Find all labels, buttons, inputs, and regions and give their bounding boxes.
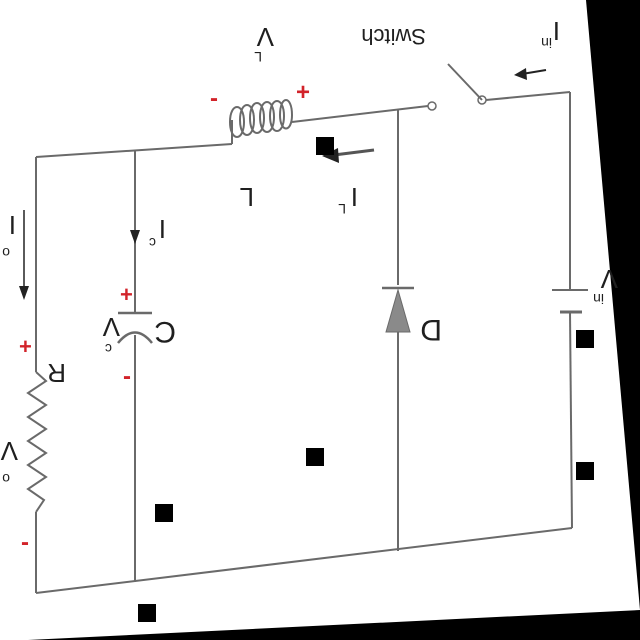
occluder-6 xyxy=(138,604,156,622)
occluder-4 xyxy=(576,462,594,480)
occluder-2 xyxy=(576,330,594,348)
voltage-source-symbol xyxy=(552,289,588,314)
i-o-label: I xyxy=(9,210,16,240)
arrow-i-in xyxy=(514,68,547,80)
wire-top-right xyxy=(485,91,571,101)
v-o-minus: - xyxy=(21,529,29,556)
v-l-label: V xyxy=(256,22,274,52)
arrow-i-l xyxy=(322,148,375,163)
i-in-sub: in xyxy=(541,35,552,51)
v-c-minus: - xyxy=(123,363,131,390)
v-in-label: V xyxy=(600,264,618,294)
v-l-sub: L xyxy=(254,49,262,65)
wire-top-mid xyxy=(291,105,429,123)
v-c-plus: + xyxy=(120,282,133,307)
diode-symbol xyxy=(382,286,414,333)
i-l-sub: L xyxy=(338,201,346,217)
occluder-5 xyxy=(155,504,173,522)
arrow-i-c xyxy=(130,230,140,244)
d-label: D xyxy=(420,313,442,346)
capacitor-symbol xyxy=(117,311,153,344)
switch-label: Switch xyxy=(361,24,426,49)
i-in-label: I xyxy=(553,16,560,46)
c-label: C xyxy=(154,315,176,348)
v-l-plus: + xyxy=(296,79,310,106)
v-o-plus: + xyxy=(19,334,32,359)
occluder-1 xyxy=(316,137,334,155)
l-label: L xyxy=(240,182,254,212)
v-o-label: V xyxy=(0,436,18,466)
resistor-zigzag xyxy=(26,371,48,513)
i-c-sub: c xyxy=(149,235,156,251)
v-c-sub: c xyxy=(105,341,112,357)
wire-right-bottom xyxy=(569,311,573,529)
v-c-label: V xyxy=(102,312,120,342)
i-l-label: I xyxy=(351,182,358,212)
i-c-label: I xyxy=(159,214,166,244)
v-in-sub: in xyxy=(593,291,604,307)
inductor-coil xyxy=(229,99,294,144)
v-o-sub: o xyxy=(2,471,10,487)
switch-symbol xyxy=(427,63,487,111)
arrow-i-o xyxy=(19,210,29,300)
r-label: R xyxy=(47,358,66,388)
occluder-3 xyxy=(306,448,324,466)
v-l-minus: - xyxy=(210,85,218,112)
wire-bottom xyxy=(35,527,573,594)
i-o-sub: o xyxy=(2,245,10,261)
